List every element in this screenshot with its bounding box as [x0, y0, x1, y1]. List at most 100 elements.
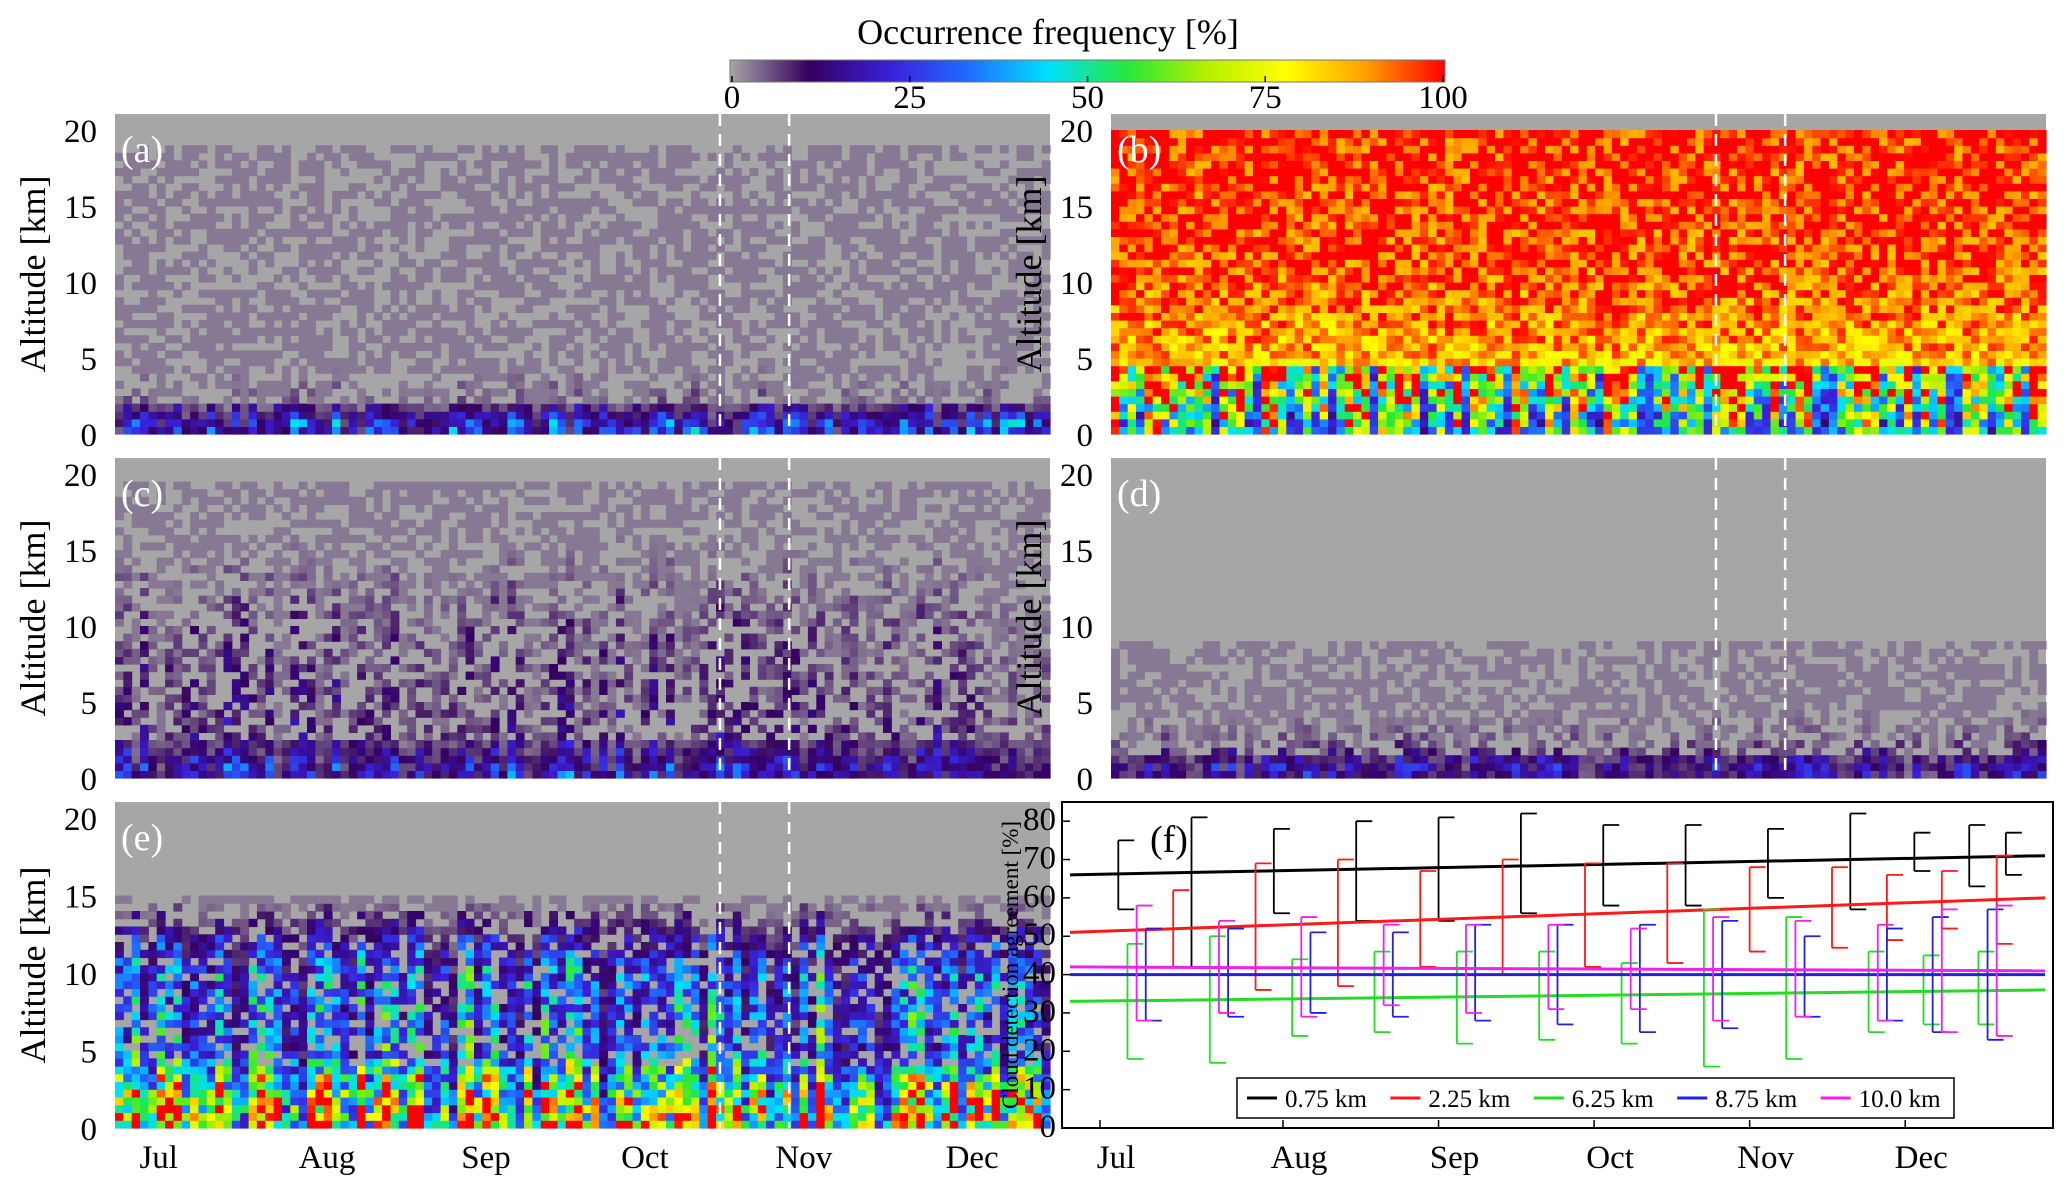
heatmap-cell [1561, 335, 1571, 344]
heatmap-cell [298, 160, 308, 169]
heatmap-cell [1194, 297, 1204, 306]
heatmap-cell [1152, 198, 1162, 207]
heatmap-cell [1470, 373, 1479, 382]
heatmap-cell [1269, 213, 1279, 222]
heatmap-cell [1336, 388, 1346, 397]
heatmap-cell [323, 403, 333, 412]
heatmap-cell [599, 228, 609, 237]
heatmap-cell [423, 411, 433, 420]
heatmap-cell [741, 342, 750, 351]
heatmap-cell [357, 304, 366, 313]
heatmap-cell [115, 168, 124, 177]
heatmap-cell [390, 274, 400, 283]
heatmap-cell [1119, 342, 1129, 351]
heatmap-cell [1328, 297, 1337, 306]
heatmap-cell [624, 168, 634, 177]
heatmap-cell [1444, 137, 1454, 146]
heatmap-cell [1603, 236, 1613, 245]
heatmap-cell [1169, 426, 1179, 435]
heatmap-cell [1025, 236, 1034, 245]
heatmap-cell [1152, 137, 1162, 146]
heatmap-cell [215, 152, 225, 161]
heatmap-cell [1269, 335, 1279, 344]
heatmap-cell [1528, 152, 1538, 161]
heatmap-cell [1286, 365, 1296, 374]
heatmap-cell [357, 266, 366, 275]
heatmap-cell [407, 198, 417, 207]
heatmap-cell [1586, 388, 1596, 397]
heatmap-cell [1219, 297, 1229, 306]
heatmap-cell [674, 145, 684, 154]
heatmap-cell [782, 411, 792, 420]
heatmap-cell [1344, 350, 1354, 359]
heatmap-cell [198, 403, 208, 412]
heatmap-cell [649, 304, 659, 313]
heatmap-cell [615, 160, 625, 169]
heatmap-cell [373, 312, 383, 321]
heatmap-cell [1244, 304, 1254, 313]
heatmap-cell [423, 228, 433, 237]
heatmap-cell [749, 289, 759, 298]
heatmap-cell [190, 213, 199, 222]
heatmap-cell [766, 335, 776, 344]
heatmap-cell [1244, 335, 1254, 344]
heatmap-cell [1336, 130, 1346, 139]
heatmap-cell [807, 418, 817, 427]
heatmap-cell [1570, 388, 1580, 397]
heatmap-cell [1369, 228, 1379, 237]
heatmap-cell [1428, 145, 1438, 154]
heatmap-cell [1177, 426, 1187, 435]
heatmap-cell [223, 411, 233, 420]
heatmap-cell [590, 373, 600, 382]
heatmap-cell [1319, 304, 1329, 313]
heatmap-cell [565, 335, 575, 344]
heatmap-cell [1344, 335, 1354, 344]
heatmap-cell [1361, 396, 1371, 405]
heatmap-cell [807, 251, 817, 260]
heatmap-cell [181, 411, 191, 420]
heatmap-cell [607, 175, 617, 184]
heatmap-cell [1553, 418, 1563, 427]
heatmap-cell [1503, 358, 1513, 367]
heatmap-cell [1202, 335, 1212, 344]
heatmap-cell [1436, 312, 1446, 321]
heatmap-cell [1394, 175, 1404, 184]
heatmap-cell [607, 312, 617, 321]
heatmap-cell [115, 327, 124, 336]
heatmap-cell [1428, 175, 1438, 184]
heatmap-cell [1286, 304, 1296, 313]
heatmap-cell [156, 152, 166, 161]
heatmap-cell [1186, 251, 1195, 260]
heatmap-cell [1269, 198, 1279, 207]
heatmap-cell [1303, 274, 1312, 283]
heatmap-cell [1025, 145, 1034, 154]
heatmap-cell [507, 320, 517, 329]
heatmap-cell [1444, 320, 1454, 329]
heatmap-cell [1136, 350, 1145, 359]
heatmap-cell [415, 312, 425, 321]
heatmap-cell [1403, 228, 1413, 237]
heatmap-cell [1294, 266, 1304, 275]
heatmap-cell [1528, 358, 1538, 367]
heatmap-cell [649, 320, 659, 329]
heatmap-cell [1136, 244, 1145, 253]
heatmap-cell [323, 221, 333, 230]
heatmap-cell [549, 380, 558, 389]
heatmap-cell [574, 152, 584, 161]
heatmap-cell [148, 411, 158, 420]
heatmap-cell [924, 244, 934, 253]
heatmap-cell [448, 358, 458, 367]
heatmap-cell [1344, 396, 1354, 405]
y-tick-label: 15 [64, 190, 97, 226]
heatmap-cell [699, 373, 709, 382]
heatmap-cell [774, 380, 784, 389]
heatmap-cell [1545, 335, 1554, 344]
heatmap-cell [1411, 259, 1421, 268]
heatmap-cell [1177, 266, 1187, 275]
heatmap-cell [156, 274, 166, 283]
heatmap-cell [983, 206, 993, 215]
heatmap-cell [156, 342, 166, 351]
heatmap-cell [1219, 168, 1229, 177]
heatmap-cell [248, 327, 258, 336]
heatmap-cell [1236, 282, 1246, 291]
